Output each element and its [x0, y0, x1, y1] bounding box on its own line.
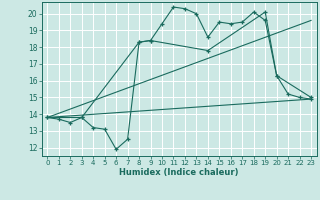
- X-axis label: Humidex (Indice chaleur): Humidex (Indice chaleur): [119, 168, 239, 177]
